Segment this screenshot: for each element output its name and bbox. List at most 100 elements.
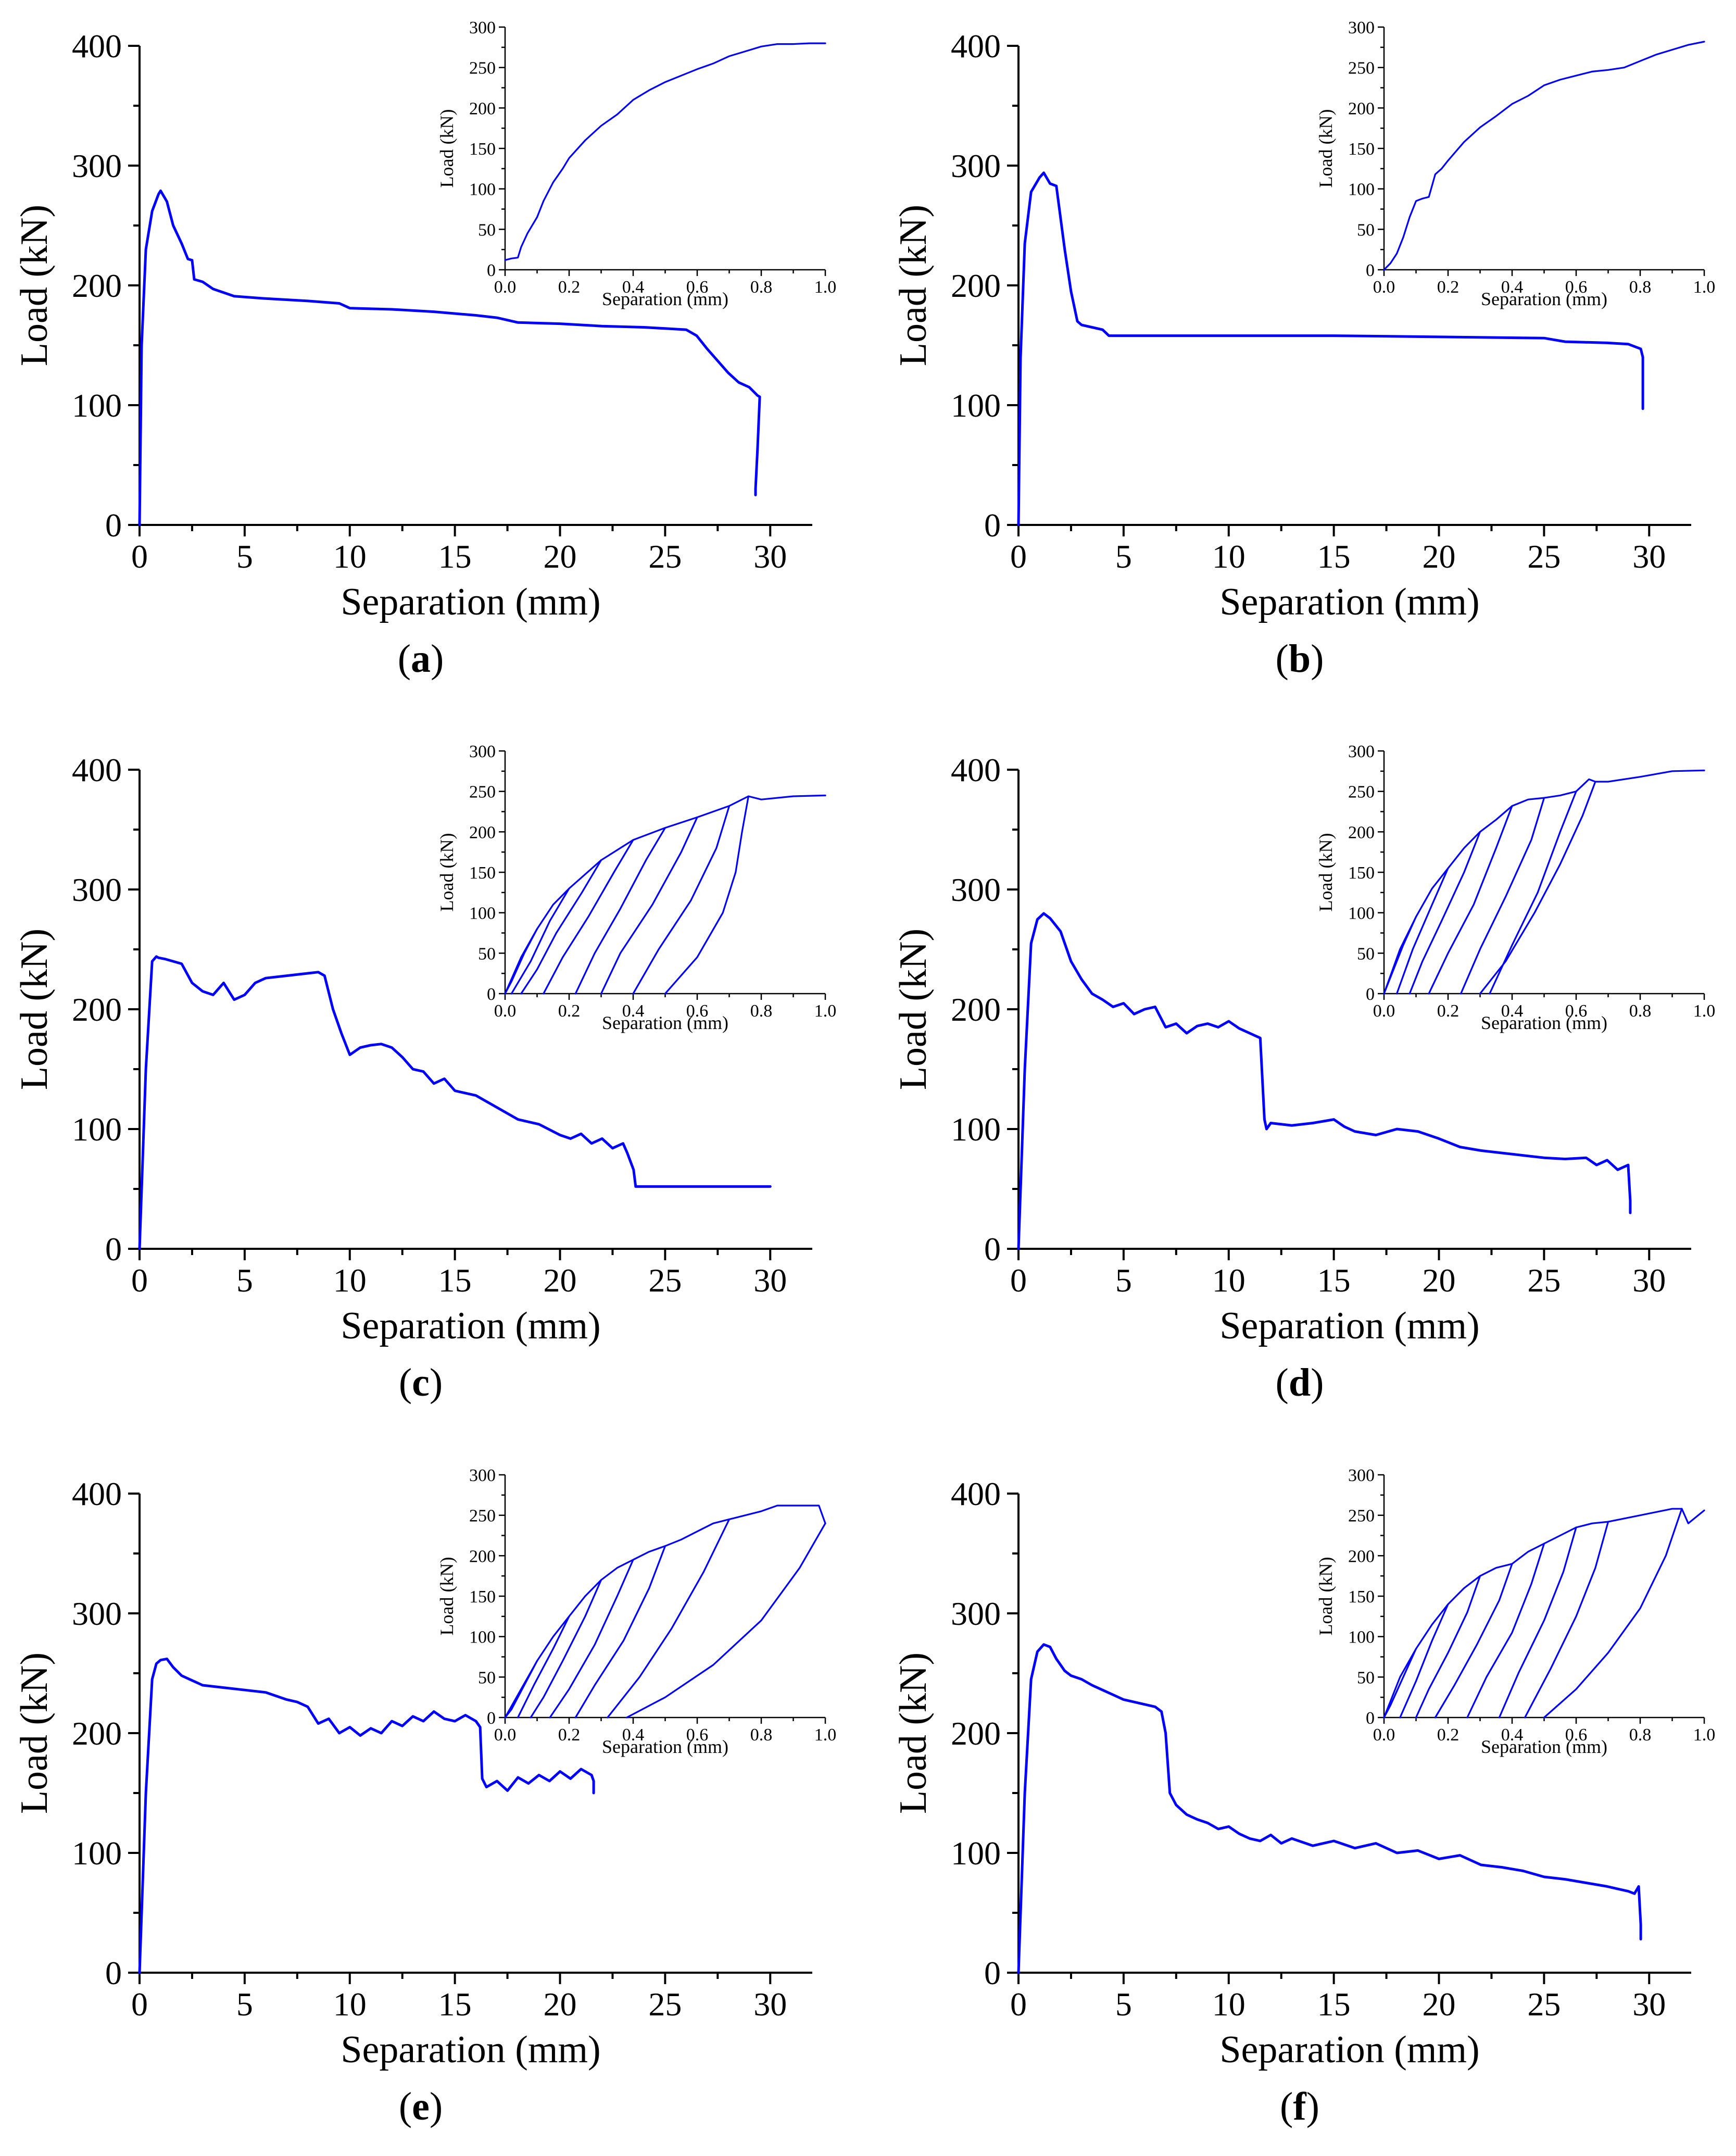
inset-y-tick-label: 200 [469,823,496,842]
inset-x-tick-label: 1.0 [814,278,837,297]
inset-series-line [517,1615,570,1719]
inset-x-axis-title: Separation (mm) [1481,1012,1607,1033]
inset-y-axis-title: Load (kN) [436,109,457,188]
x-tick-label: 25 [648,538,682,575]
x-axis-title: Separation (mm) [341,1305,600,1347]
x-tick-label: 5 [236,1986,253,2023]
y-tick-label: 100 [951,387,1001,424]
inset-series-line [504,1660,538,1719]
y-tick-label: 100 [951,1835,1001,1872]
inset-y-tick-label: 50 [478,944,496,963]
y-tick-label: 200 [951,267,1001,304]
y-tick-label: 300 [72,1595,122,1632]
y-tick-label: 0 [105,1954,122,1991]
y-tick-label: 0 [984,1954,1001,1991]
inset-y-tick-label: 100 [1348,1628,1375,1647]
inset-x-axis-title: Separation (mm) [1481,289,1607,309]
inset-x-tick-label: 0.0 [1373,1001,1395,1021]
inset-y-tick-label: 100 [469,180,496,199]
y-tick-label: 0 [105,1231,122,1268]
inset-x-tick-label: 1.0 [1693,1725,1716,1745]
inset-x-tick-label: 0.4 [622,1725,645,1745]
x-tick-label: 10 [333,1986,367,2023]
x-tick-label: 10 [1212,1986,1246,2023]
inset-x-tick-label: 0.6 [686,1725,709,1745]
inset-series-line [1408,831,1481,995]
x-tick-label: 30 [1632,538,1666,575]
x-tick-label: 10 [333,538,367,575]
inset-y-tick-label: 0 [487,261,496,280]
inset-series-line [626,1522,826,1719]
panel-caption: (e) [399,2085,443,2128]
x-tick-label: 15 [1317,1986,1351,2023]
x-tick-label: 20 [1423,538,1456,575]
inset-y-tick-label: 50 [478,1668,496,1687]
x-tick-label: 0 [1010,1262,1027,1299]
y-tick-label: 300 [72,871,122,908]
x-tick-label: 15 [438,1262,472,1299]
inset-y-tick-label: 50 [1357,220,1375,240]
inset-series-line [530,1579,602,1719]
inset-y-tick-label: 300 [469,18,496,37]
x-tick-label: 30 [1632,1262,1666,1299]
x-tick-label: 15 [438,1986,472,2023]
inset-series-line [1383,769,1705,995]
inset-series-line [574,1545,666,1719]
inset-x-axis-title: Separation (mm) [602,1012,728,1033]
main-series-line [1017,1643,1642,1974]
inset-y-tick-label: 250 [469,1507,496,1526]
inset-x-tick-label: 0.6 [686,1001,709,1021]
inset-x-tick-label: 0.0 [1373,1725,1395,1745]
inset-series-line [1460,797,1545,995]
inset-series-line [1383,1648,1417,1719]
inset-x-tick-label: 0.8 [1629,278,1652,297]
x-tick-label: 5 [1115,538,1132,575]
inset-x-tick-label: 0.6 [1565,278,1588,297]
inset-series-line [1396,867,1449,995]
panel-caption: (d) [1276,1361,1324,1405]
x-tick-label: 20 [544,1262,577,1299]
y-tick-label: 300 [72,147,122,184]
x-axis-title: Separation (mm) [1219,1305,1479,1347]
inset-y-tick-label: 50 [1357,944,1375,963]
panel-letter: f [1293,2085,1307,2128]
y-tick-label: 200 [951,991,1001,1028]
inset-y-tick-label: 150 [469,1587,496,1607]
inset-y-tick-label: 200 [1348,99,1375,118]
main-series-line [138,1657,595,1974]
inset-x-tick-label: 0.4 [1501,1001,1524,1021]
inset-series-line [504,794,826,995]
inset-y-tick-label: 300 [1348,742,1375,761]
x-tick-label: 30 [753,1262,787,1299]
x-tick-label: 5 [236,538,253,575]
y-tick-label: 400 [951,28,1001,65]
inset-y-tick-label: 250 [1348,783,1375,802]
y-tick-label: 100 [72,1835,122,1872]
inset-y-tick-label: 100 [1348,904,1375,923]
inset-y-tick-label: 200 [469,1547,496,1566]
inset-y-tick-label: 0 [1366,261,1375,280]
panel-caption: (c) [399,1361,443,1405]
x-tick-label: 20 [1423,1262,1456,1299]
y-tick-label: 200 [72,267,122,304]
inset-series-line [1466,1543,1545,1719]
inset-x-tick-label: 1.0 [814,1001,837,1021]
inset-x-tick-label: 0.8 [1629,1725,1652,1745]
inset-y-tick-label: 0 [1366,985,1375,1004]
inset-series-line [549,1559,634,1719]
inset-series-line [632,805,731,995]
inset-series-line [1543,1508,1683,1719]
x-tick-label: 5 [1115,1986,1132,2023]
inset-series-line [1383,1508,1705,1719]
x-axis-title: Separation (mm) [341,2028,600,2071]
inset-x-tick-label: 0.4 [1501,278,1524,297]
x-axis-title: Separation (mm) [341,581,600,623]
inset-y-tick-label: 150 [1348,1587,1375,1607]
x-tick-label: 0 [1010,538,1027,575]
inset-y-tick-label: 150 [469,140,496,159]
x-tick-label: 0 [131,538,148,575]
inset-y-tick-label: 100 [1348,180,1375,199]
x-tick-label: 0 [1010,1986,1027,2023]
inset-y-tick-label: 50 [1357,1668,1375,1687]
